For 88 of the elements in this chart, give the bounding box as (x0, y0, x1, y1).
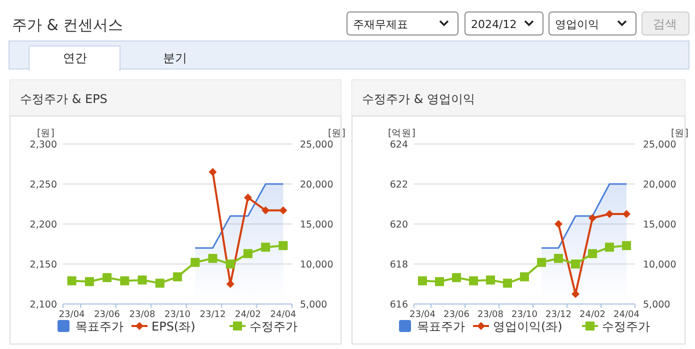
point (278, 241, 288, 250)
point (120, 276, 130, 286)
legend-label: 목표주가 (76, 320, 124, 334)
y2-tick-label: 10,000 (643, 260, 676, 270)
y-tick-label: 2,200 (30, 220, 57, 230)
legend-label: 수정주가 (250, 320, 298, 334)
y2-tick-label: 20,000 (643, 180, 676, 190)
point (102, 273, 112, 282)
y2-tick-label: 5,000 (300, 300, 328, 310)
y-tick-label: 622 (390, 180, 408, 190)
point (208, 168, 217, 176)
point (520, 272, 529, 282)
point (155, 278, 164, 288)
point (622, 210, 630, 218)
point (243, 249, 252, 258)
text: 주재무제표 (353, 18, 408, 31)
text: 주가 & 컨센서스 (12, 16, 124, 34)
y-tick-label: 620 (390, 220, 408, 230)
y2-tick-label: 15,000 (643, 220, 676, 230)
point (606, 210, 614, 218)
point (173, 272, 182, 282)
x-tick-label: 23/12 (200, 310, 226, 320)
point (435, 277, 444, 286)
point (261, 242, 270, 252)
point (571, 260, 580, 268)
x-tick-label: 23/08 (129, 310, 156, 320)
x-tick-label: 23/10 (164, 310, 191, 320)
y2-tick-label: 20,000 (300, 180, 334, 190)
legend-label: 영업이익(좌) (493, 320, 562, 334)
y-tick-label: 2,300 (30, 140, 57, 150)
y2-tick-label: 25,000 (643, 140, 676, 150)
point (279, 206, 288, 214)
y2-tick-label: 5,000 (643, 300, 670, 310)
x-tick-label: 23/04 (410, 310, 436, 320)
y2-tick-label: 25,000 (300, 140, 334, 150)
text: 영업이익 (555, 18, 599, 31)
x-tick-label: 24/04 (270, 310, 296, 320)
point (418, 276, 427, 286)
point (138, 276, 147, 284)
legend-label: 수정주가 (602, 320, 650, 334)
text: 분기 (163, 51, 187, 65)
x-tick-label: 24/02 (234, 310, 261, 320)
point (554, 220, 562, 228)
x-tick-label: 23/12 (546, 310, 572, 320)
y-tick-label: 2,250 (30, 180, 57, 190)
legend-label: EPS(좌) (152, 320, 196, 334)
x-tick-label: 24/02 (580, 310, 606, 320)
point (208, 254, 218, 263)
chart-title: 수정주가 & EPS (20, 92, 108, 106)
y-tick-label: 624 (390, 140, 408, 150)
point (605, 242, 614, 252)
text: 검색 (653, 17, 677, 31)
legend-label: 목표주가 (417, 320, 465, 334)
point (262, 206, 270, 214)
point (84, 277, 94, 286)
y2-tick-label: 10,000 (300, 260, 334, 270)
x-tick-label: 24/04 (614, 310, 640, 320)
point (469, 276, 478, 286)
point (226, 260, 235, 268)
point (622, 241, 631, 250)
point (537, 258, 546, 267)
y-tick-label: 2,100 (30, 300, 57, 310)
point (67, 276, 76, 286)
y-axis-title: [원] (37, 128, 54, 139)
point (190, 258, 200, 267)
point (588, 249, 597, 258)
x-tick-label: 23/04 (58, 310, 86, 320)
point (244, 194, 252, 202)
x-tick-label: 23/08 (478, 310, 504, 320)
y-tick-label: 618 (390, 260, 408, 270)
y-tick-label: 2,150 (30, 260, 57, 270)
point (554, 254, 563, 263)
point (486, 276, 495, 284)
x-tick-label: 23/10 (512, 310, 538, 320)
y2-tick-label: 15,000 (300, 220, 334, 230)
text: 연간 (63, 51, 87, 65)
point (226, 280, 234, 288)
text: 2024/12 (471, 18, 517, 31)
x-tick-label: 23/06 (444, 310, 470, 320)
chart-title: 수정주가 & 영업이익 (362, 92, 475, 106)
y-tick-label: 616 (390, 300, 408, 310)
point (452, 273, 461, 282)
y-axis-title: [억원] (388, 128, 416, 139)
y2-axis-title: [원] (328, 128, 346, 139)
point (503, 278, 512, 288)
x-tick-label: 23/06 (94, 310, 120, 320)
y2-axis-title: [원] (671, 128, 688, 139)
point (588, 214, 596, 222)
